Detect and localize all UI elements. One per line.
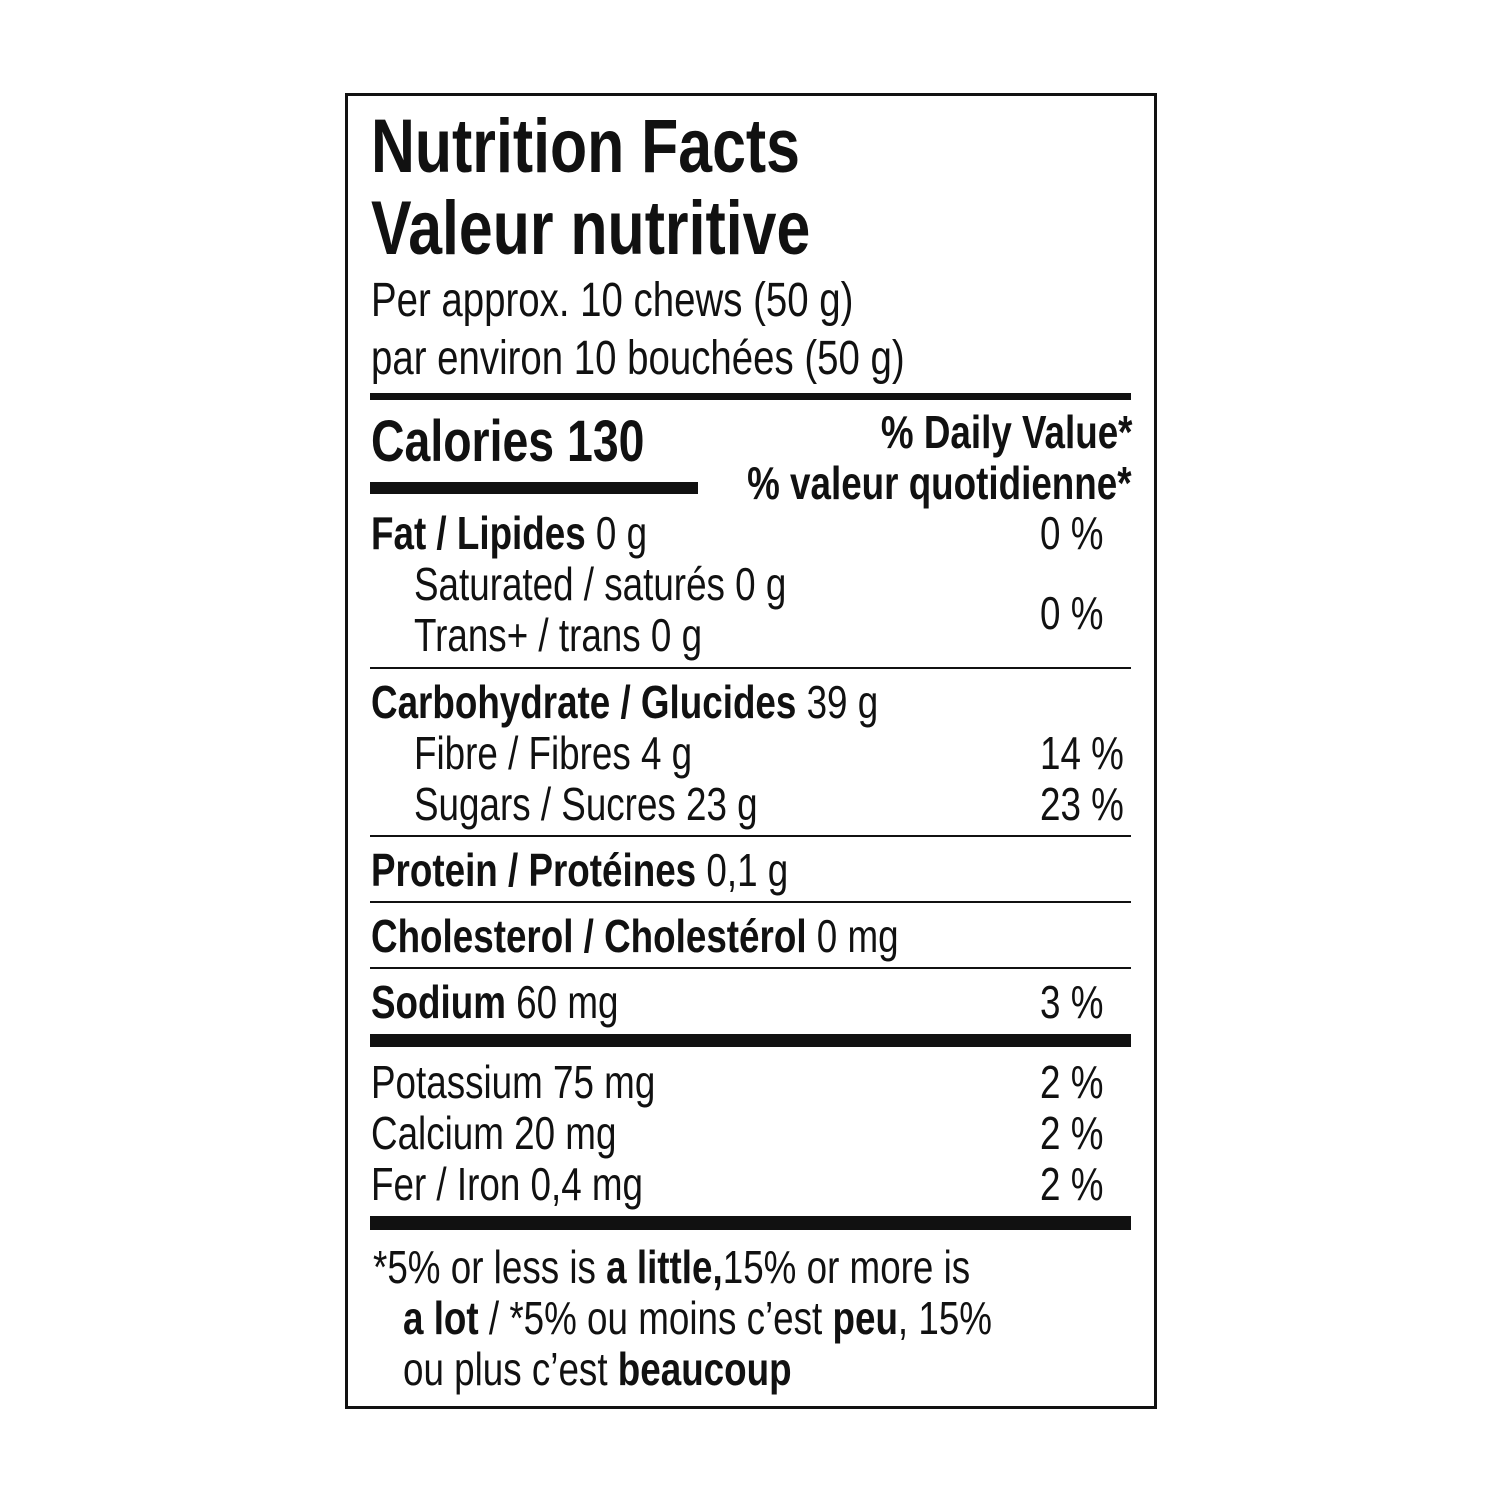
footnote-bold: a little, (606, 1241, 723, 1293)
thick-divider (370, 1216, 1131, 1230)
carbohydrate-label: Carbohydrate / Glucides (371, 676, 797, 728)
footnote-line-2: a lot / *5% ou moins c’est peu, 15% (403, 1295, 992, 1341)
sodium-amount: 60 mg (516, 976, 619, 1028)
row-sugars: Sugars / Sucres 23 g (414, 778, 758, 830)
footnote-text: , 15% (897, 1292, 993, 1344)
cholesterol-label: Cholesterol / Cholestérol (371, 910, 807, 962)
title-fr: Valeur nutritive (371, 186, 811, 271)
footnote-bold: a lot (403, 1292, 479, 1344)
fibre-dv: 14 % (1040, 727, 1124, 779)
thick-divider (370, 393, 1131, 400)
footnote-line-3: ou plus c’est beaucoup (403, 1346, 792, 1392)
fat-label: Fat / Lipides (371, 507, 586, 559)
footnote-text: / *5% ou moins c’est (478, 1292, 833, 1344)
sodium-dv: 3 % (1040, 976, 1104, 1028)
footnote-bold: beaucoup (617, 1343, 792, 1395)
row-calcium: Calcium 20 mg (371, 1107, 617, 1159)
fat-amount: 0 g (595, 507, 648, 559)
calories: Calories 130 (371, 413, 644, 471)
nutrition-facts-panel (345, 93, 1157, 1409)
sat-trans-dv: 0 % (1040, 587, 1104, 639)
footnote-text: *5% or less is (373, 1241, 607, 1293)
carbohydrate-amount: 39 g (806, 676, 879, 728)
footnote-line-1: *5% or less is a little,15% or more is (373, 1244, 970, 1290)
sugars-dv: 23 % (1040, 778, 1124, 830)
protein-label: Protein / Protéines (371, 844, 697, 896)
calories-bar (370, 482, 698, 494)
potassium-dv: 2 % (1040, 1056, 1104, 1108)
footnote-text: ou plus c’est (403, 1343, 618, 1395)
cholesterol-amount: 0 mg (816, 910, 899, 962)
sodium-label: Sodium (371, 976, 506, 1028)
row-fat: Fat / Lipides 0 g (371, 510, 647, 556)
row-protein: Protein / Protéines 0,1 g (371, 847, 788, 893)
footnote-text: 15% or more is (722, 1241, 971, 1293)
divider (370, 667, 1131, 669)
row-potassium: Potassium 75 mg (371, 1056, 656, 1108)
divider (370, 835, 1131, 837)
calcium-dv: 2 % (1040, 1107, 1104, 1159)
daily-value-header-en: % Daily Value* (880, 406, 1132, 458)
daily-value-header-fr: % valeur quotidienne* (747, 457, 1132, 509)
row-fibre: Fibre / Fibres 4 g (414, 727, 693, 779)
row-iron: Fer / Iron 0,4 mg (371, 1158, 644, 1210)
row-cholesterol: Cholesterol / Cholestérol 0 mg (371, 913, 899, 959)
divider (370, 901, 1131, 903)
thick-divider (370, 1034, 1131, 1047)
fat-dv: 0 % (1040, 507, 1104, 559)
row-trans: Trans+ / trans 0 g (414, 609, 703, 661)
row-carbohydrate: Carbohydrate / Glucides 39 g (371, 679, 878, 725)
row-sodium: Sodium 60 mg (371, 979, 618, 1025)
serving-size-fr: par environ 10 bouchées (50 g) (371, 332, 905, 385)
footnote-bold: peu (832, 1292, 898, 1344)
iron-dv: 2 % (1040, 1158, 1104, 1210)
calories-label: Calories (371, 409, 555, 474)
serving-size-en: Per approx. 10 chews (50 g) (371, 274, 854, 327)
row-saturated: Saturated / saturés 0 g (414, 558, 787, 610)
divider (370, 967, 1131, 969)
calories-value: 130 (567, 409, 645, 474)
protein-amount: 0,1 g (706, 844, 789, 896)
title-en: Nutrition Facts (371, 104, 800, 189)
